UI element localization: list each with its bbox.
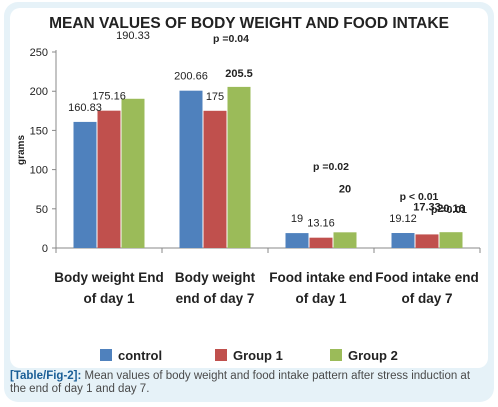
legend-swatch-control: [100, 349, 112, 361]
bar-control: [179, 90, 203, 249]
data-label: 20: [339, 183, 351, 195]
data-label: 160.83: [68, 102, 102, 114]
x-tick-label: of day 7: [401, 291, 452, 306]
p-value-annotation: p < 0.01: [400, 191, 439, 203]
data-label: 19.12: [389, 213, 417, 225]
data-label: 175: [206, 91, 224, 103]
x-tick-label: Food intake end: [375, 270, 479, 285]
bar-group-1: [97, 110, 121, 248]
data-label: 13.16: [307, 218, 335, 230]
x-tick-label: Body weight End: [54, 270, 164, 285]
x-tick-label: of day 1: [295, 291, 347, 306]
bar-control: [391, 233, 415, 248]
y-axis-label: grams: [16, 135, 27, 165]
x-tick-label: Food intake end: [269, 270, 373, 285]
legend-item-group-2: Group 2: [330, 348, 398, 364]
bar-group-2: [121, 98, 145, 248]
data-label: 20.16: [437, 203, 465, 215]
figure-frame: MEAN VALUES OF BODY WEIGHT AND FOOD INTA…: [4, 2, 494, 402]
bar-group-1: [203, 110, 227, 248]
data-label: 205.5: [225, 68, 253, 80]
legend-label-group-2: Group 2: [348, 348, 398, 363]
y-tick-label: 150: [30, 125, 48, 137]
chart-card: MEAN VALUES OF BODY WEIGHT AND FOOD INTA…: [10, 8, 488, 368]
data-label: 19: [291, 213, 303, 225]
figure-caption: [Table/Fig-2]: Mean values of body weigh…: [10, 370, 488, 398]
bar-group-1: [309, 237, 333, 248]
bar-control: [285, 233, 309, 248]
legend-label-control: control: [118, 348, 163, 363]
y-tick-label: 200: [30, 86, 48, 98]
legend-item-control: control: [100, 348, 162, 364]
x-tick-label: of day 1: [83, 291, 135, 306]
x-tick-label: Body weight: [175, 270, 256, 285]
p-value-annotation: p =0.02: [313, 161, 349, 173]
legend-swatch-group-2: [330, 349, 342, 361]
legend-item-group-1: Group 1: [215, 348, 283, 364]
data-label: 200.66: [174, 71, 208, 83]
legend-label-group-1: Group 1: [233, 348, 283, 363]
p-value-annotation: p =0.04: [213, 33, 249, 45]
data-label: 175.16: [92, 91, 126, 103]
bar-control: [73, 121, 97, 248]
bar-group-1: [415, 234, 439, 248]
chart-title: MEAN VALUES OF BODY WEIGHT AND FOOD INTA…: [49, 15, 449, 32]
p-value-annotation: p =0.01: [431, 204, 467, 216]
data-label: 190.33: [116, 30, 150, 42]
caption-label: [Table/Fig-2]:: [10, 370, 82, 382]
bar-group-2: [439, 232, 463, 248]
y-tick-label: 100: [30, 165, 48, 177]
data-label: 17.33: [413, 201, 441, 213]
legend-swatch-group-1: [215, 349, 227, 361]
y-tick-label: 50: [36, 204, 48, 216]
y-tick-label: 250: [30, 47, 48, 59]
y-tick-label: 0: [42, 243, 48, 255]
caption-text: Mean values of body weight and food inta…: [10, 370, 471, 395]
bar-chart: MEAN VALUES OF BODY WEIGHT AND FOOD INTA…: [16, 15, 481, 306]
bar-group-2: [227, 86, 251, 248]
x-tick-label: end of day 7: [176, 291, 255, 306]
bar-group-2: [333, 232, 357, 248]
legend: control Group 1 Group 2: [100, 348, 480, 364]
